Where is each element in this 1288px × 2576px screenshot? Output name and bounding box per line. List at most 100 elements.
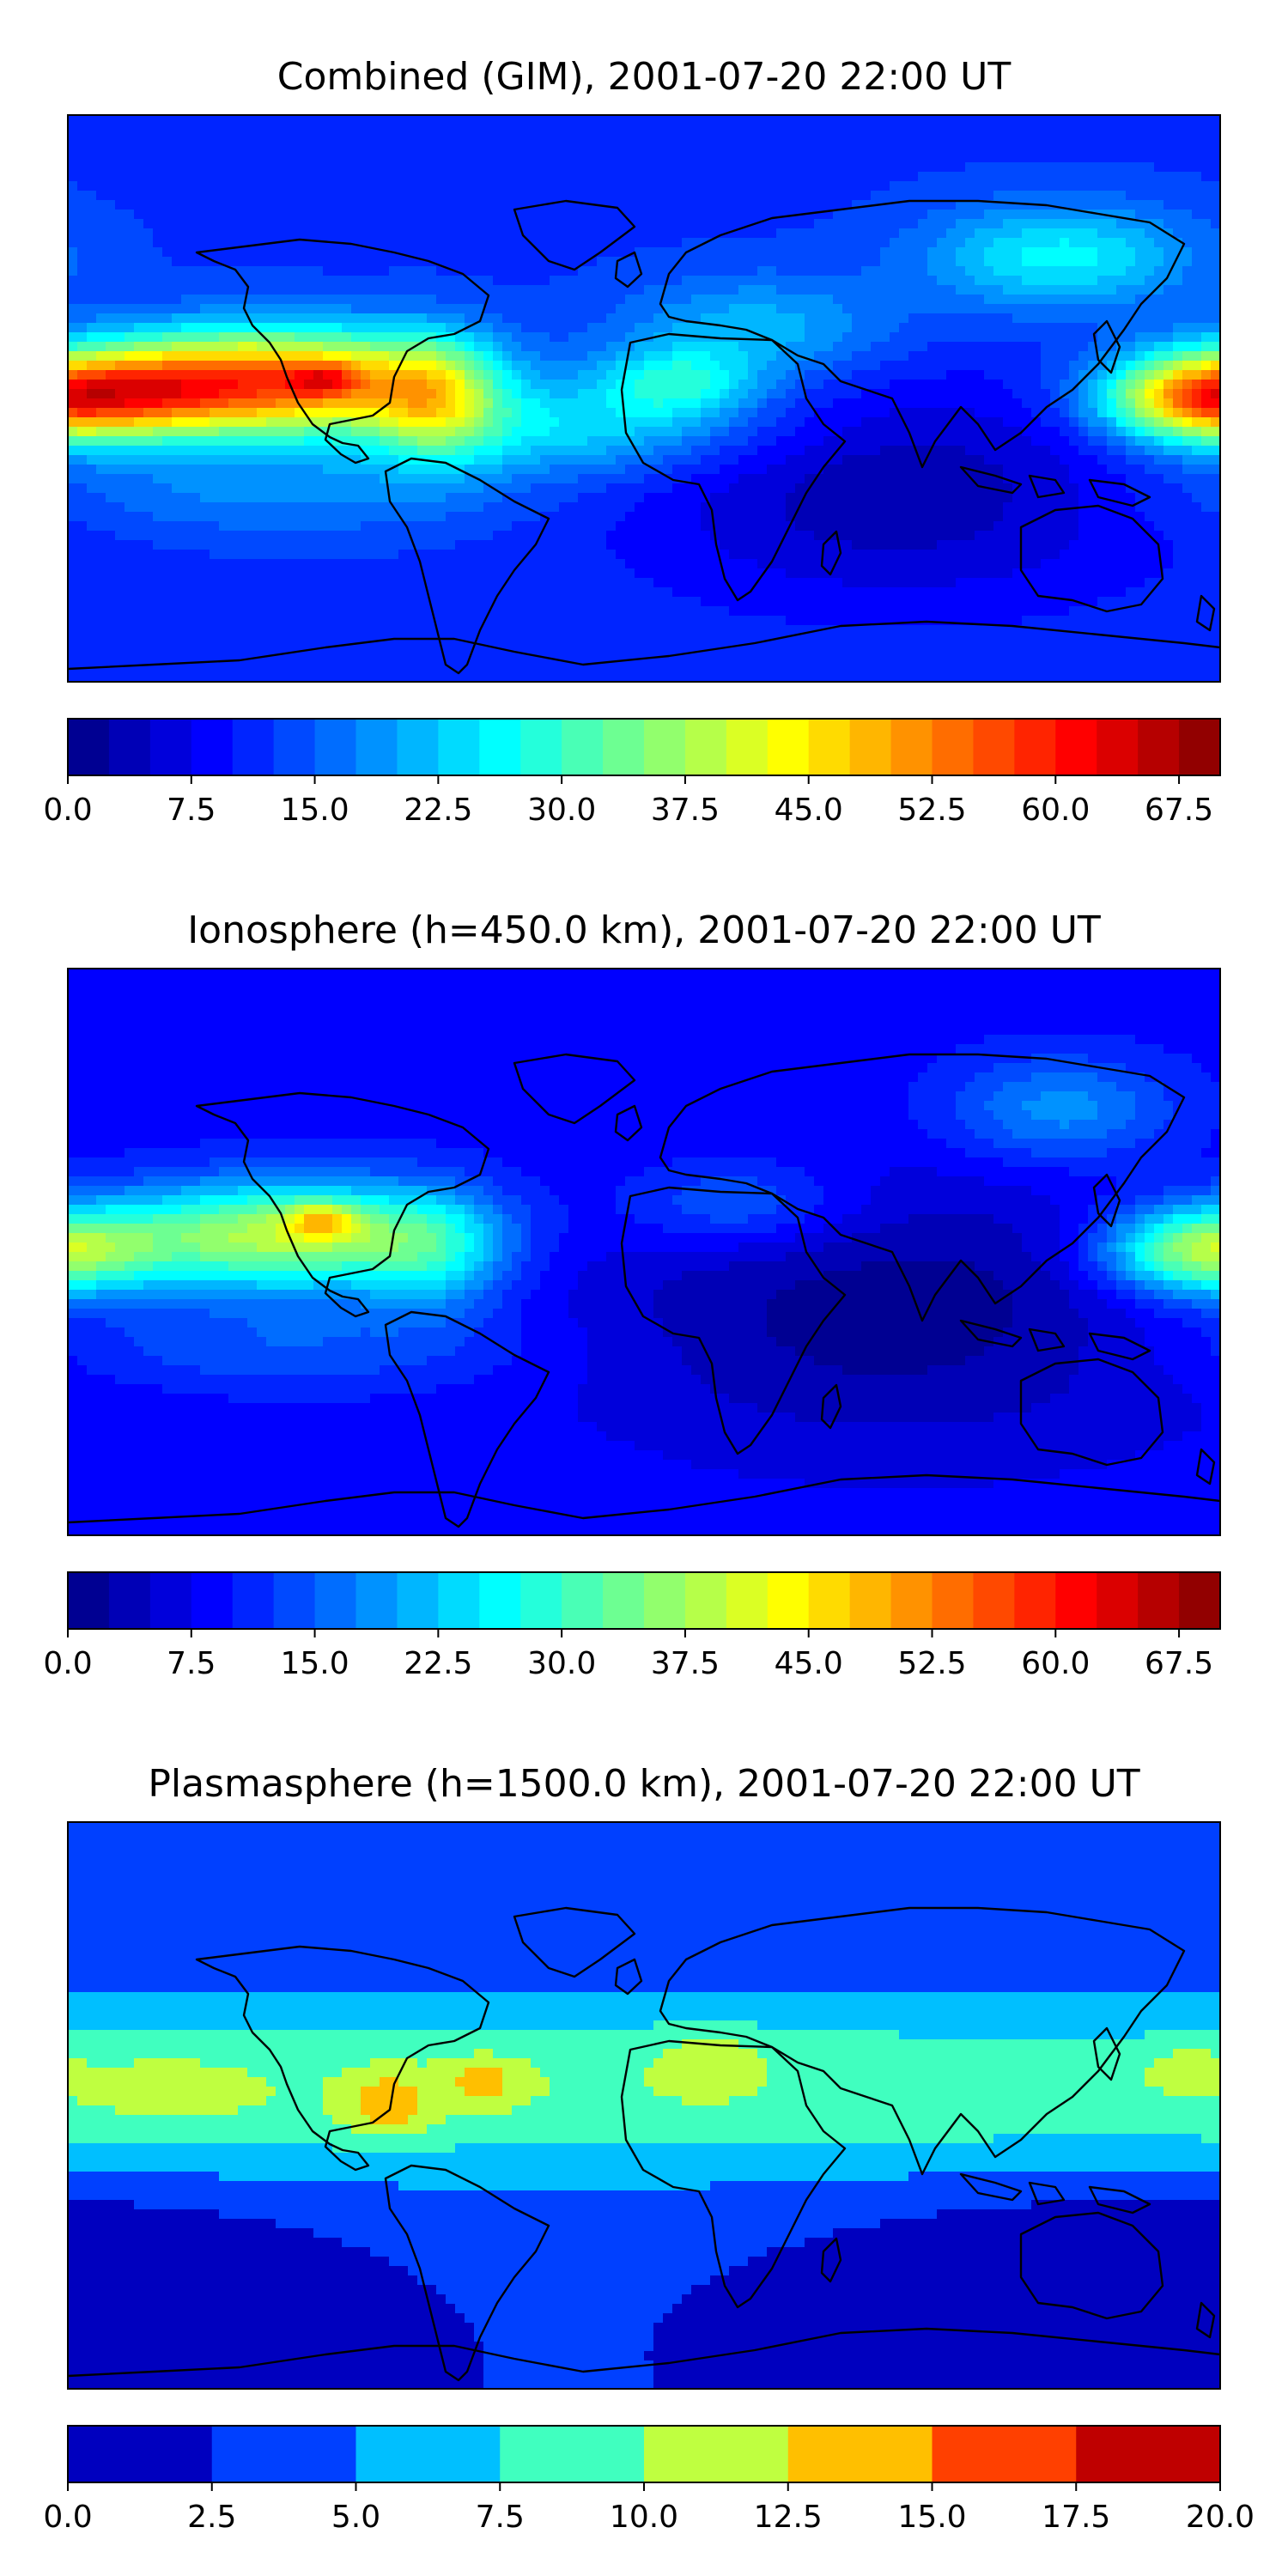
tec-cell (616, 389, 626, 399)
tec-cell (493, 455, 503, 465)
tec-cell (1060, 191, 1070, 201)
tec-cell (814, 380, 824, 390)
tec-cell (162, 313, 173, 324)
tec-cell (899, 351, 909, 361)
tec-cell (1003, 417, 1013, 428)
tec-cell (691, 162, 702, 173)
tec-cell (361, 134, 371, 144)
tec-cell (927, 172, 938, 182)
tec-cell (474, 143, 484, 154)
tec-cell (1154, 285, 1164, 295)
tec-cell (597, 446, 607, 456)
tec-cell (181, 380, 191, 390)
tec-cell (1163, 361, 1174, 371)
tec-cell (162, 125, 173, 135)
tec-cell (143, 455, 154, 465)
tec-cell (1003, 313, 1013, 324)
tec-cell (1192, 465, 1202, 475)
tec-cell (502, 125, 513, 135)
tec-cell (550, 455, 560, 465)
tec-cell (984, 200, 994, 210)
tec-cell (238, 266, 248, 276)
tec-cell (833, 257, 843, 267)
tec-cell (568, 493, 579, 503)
tec-cell (210, 323, 220, 333)
tec-cell (1107, 238, 1117, 248)
tec-cell (531, 115, 541, 125)
tec-cell (946, 125, 957, 135)
tec-cell (635, 323, 645, 333)
tec-cell (578, 115, 588, 125)
tec-cell (1078, 455, 1089, 465)
tec-cell (1182, 295, 1193, 305)
tec-cell (701, 380, 711, 390)
tec-cell (578, 332, 588, 343)
tec-cell (247, 210, 258, 220)
tec-cell (408, 210, 418, 220)
tec-cell (691, 361, 702, 371)
tec-cell (380, 351, 390, 361)
tec-cell (219, 247, 229, 258)
tec-cell (720, 351, 730, 361)
tec-cell (682, 483, 692, 494)
tec-cell (332, 285, 343, 295)
tec-cell (616, 191, 626, 201)
tec-cell (87, 455, 97, 465)
tec-cell (389, 257, 399, 267)
tec-cell (200, 455, 210, 465)
tec-cell (653, 351, 664, 361)
tec-cell (191, 172, 201, 182)
tec-cell (701, 361, 711, 371)
tec-cell (398, 219, 409, 229)
tec-cell (578, 247, 588, 258)
tec-cell (181, 228, 191, 239)
tec-cell (512, 266, 522, 276)
tec-cell (946, 323, 957, 333)
tec-cell (493, 361, 503, 371)
tec-cell (701, 323, 711, 333)
tec-cell (606, 153, 617, 163)
tec-cell (125, 332, 135, 343)
tec-cell (285, 153, 295, 163)
tec-cell (956, 370, 966, 380)
tec-cell (474, 219, 484, 229)
tec-cell (436, 181, 447, 191)
tec-cell (210, 125, 220, 135)
tec-cell (918, 191, 928, 201)
tec-cell (502, 446, 513, 456)
tec-cell (606, 125, 617, 135)
tec-cell (738, 380, 749, 390)
tec-cell (408, 323, 418, 333)
tec-cell (87, 370, 97, 380)
tec-cell (663, 436, 673, 447)
tec-cell (597, 465, 607, 475)
tec-cell (143, 389, 154, 399)
tec-cell (436, 162, 447, 173)
tec-cell (408, 247, 418, 258)
tec-cell (502, 427, 513, 437)
tec-cell (1173, 398, 1183, 409)
tec-cell (228, 342, 239, 352)
tec-cell (1201, 191, 1212, 201)
tec-cell (446, 238, 456, 248)
tec-cell (1145, 380, 1155, 390)
tec-cell (616, 219, 626, 229)
tec-cell (332, 257, 343, 267)
tec-cell (398, 172, 409, 182)
tec-cell (455, 115, 465, 125)
tec-cell (635, 285, 645, 295)
tec-cell (380, 427, 390, 437)
tec-cell (568, 465, 579, 475)
tec-cell (1031, 398, 1042, 409)
tec-cell (304, 342, 314, 352)
tec-cell (181, 143, 191, 154)
tec-cell (134, 200, 144, 210)
tec-cell (238, 115, 248, 125)
tec-cell (710, 266, 720, 276)
tec-cell (295, 143, 305, 154)
tec-cell (191, 342, 201, 352)
tec-cell (710, 153, 720, 163)
tec-cell (1003, 493, 1013, 503)
tec-cell (1078, 323, 1089, 333)
tec-cell (587, 276, 598, 286)
